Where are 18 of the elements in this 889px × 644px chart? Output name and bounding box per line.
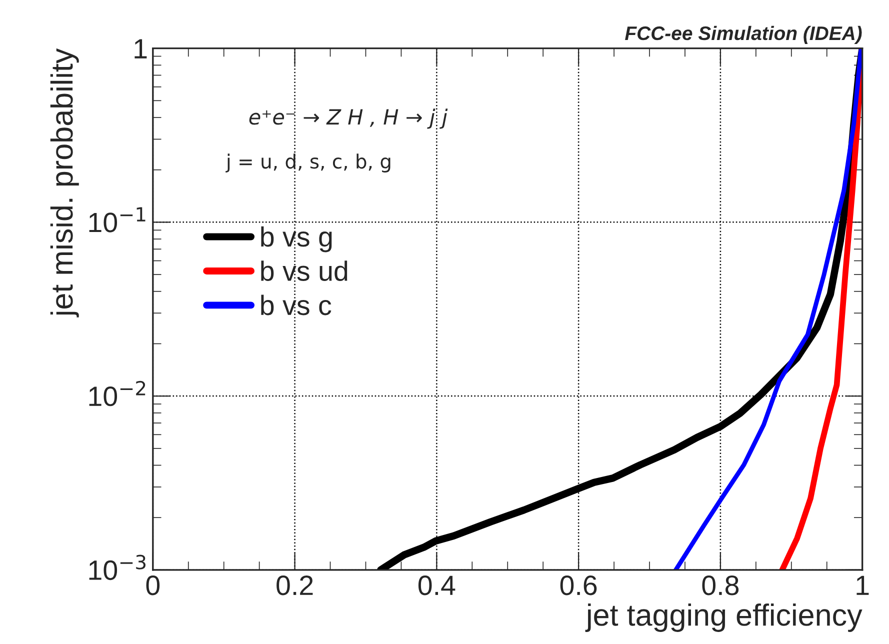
y-tick-label: 10$^{−2}$ [89, 380, 146, 406]
legend-label: b vs c [261, 294, 332, 316]
y-tick-label: 10$^{−3}$ [89, 554, 146, 580]
x-tick-label: 0.8 [702, 576, 739, 596]
legend-label: b vs ud [261, 260, 348, 281]
annotation: j = u, d, s, c, b, g [226, 154, 390, 172]
x-tick-label: 0.2 [276, 576, 313, 596]
x-tick-label: 0.6 [560, 576, 597, 596]
chart-title: FCC-ee Simulation (IDEA) [625, 26, 862, 44]
legend-label: b vs g [261, 226, 332, 252]
y-tick-label: 10$^{−1}$ [89, 207, 146, 232]
x-axis-title: jet tagging efficiency [585, 603, 862, 632]
y-axis-title: jet misid. probability [50, 48, 79, 318]
y-tick-label: 1 [134, 39, 147, 58]
annotation: e⁺e⁻ → Z H , H → j j [249, 108, 448, 129]
x-tick-label: 0 [146, 576, 160, 596]
x-tick-label: 1 [856, 576, 869, 595]
x-tick-label: 0.4 [418, 576, 456, 596]
